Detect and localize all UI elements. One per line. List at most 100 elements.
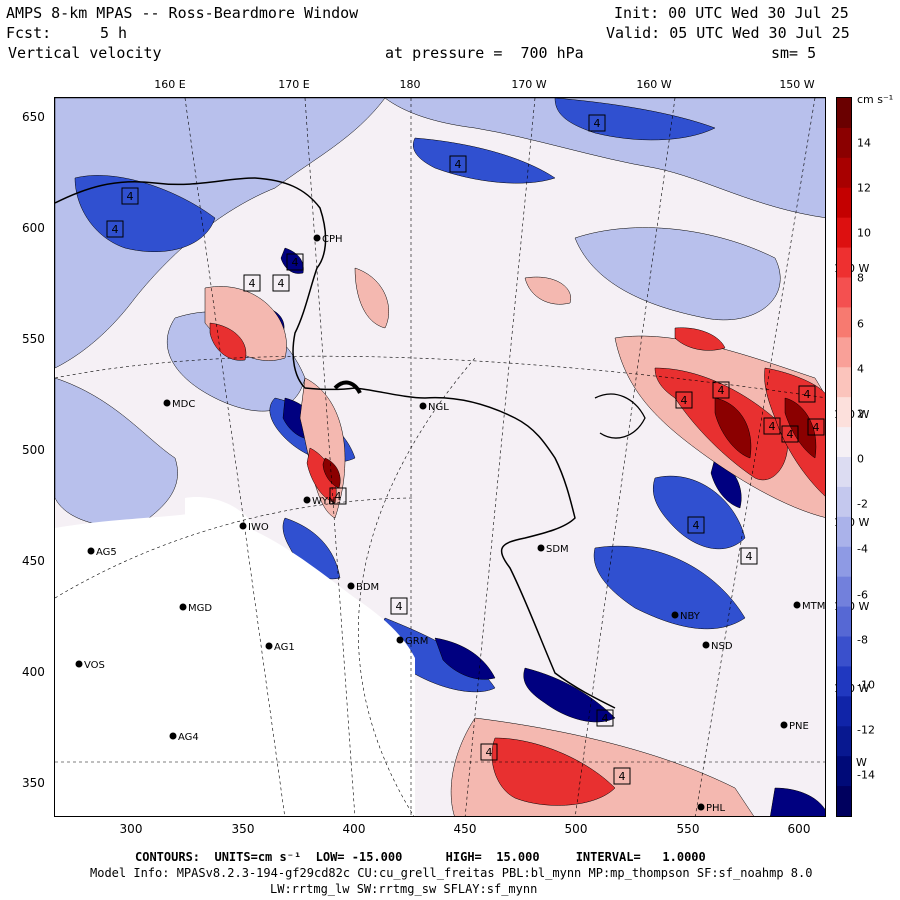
station-label: IWO xyxy=(248,522,269,533)
y-tick: 650 xyxy=(22,110,45,124)
colorbar-segment xyxy=(837,756,851,787)
contour-label-frame xyxy=(807,418,825,436)
contour-label-box: 4 xyxy=(763,417,781,435)
weak-upward-region xyxy=(354,267,389,329)
contour-label-frame xyxy=(480,743,498,761)
y-tick: 400 xyxy=(22,665,45,679)
colorbar-tick: 12 xyxy=(857,181,871,195)
station-label: AG4 xyxy=(178,732,199,743)
colorbar-segment xyxy=(837,576,851,608)
contour-label-box: 4 xyxy=(121,187,139,205)
colorbar-tick: 8 xyxy=(857,271,864,285)
station-label: PNE xyxy=(789,721,809,732)
station-dot xyxy=(396,636,404,644)
weak-downward-region xyxy=(574,227,781,321)
station-dot xyxy=(303,496,311,504)
station-vos: VOS xyxy=(75,660,105,671)
colorbar-segment xyxy=(837,277,851,308)
contour-label-text: 4 xyxy=(278,277,285,290)
contour-label-frame xyxy=(329,487,347,505)
station-mtm: MTM xyxy=(793,601,825,612)
station-nby: NBY xyxy=(671,611,701,622)
contour-label-text: 4 xyxy=(594,117,601,130)
contour-label-text: 4 xyxy=(813,421,820,434)
y-tick: 600 xyxy=(22,221,45,235)
station-dot xyxy=(537,544,545,552)
colorbar xyxy=(836,97,852,817)
contour-label-text: 4 xyxy=(619,770,626,783)
forecast-label: Fcst: xyxy=(6,24,52,42)
lon-tick: 160 E xyxy=(154,78,186,91)
strong-downward-region xyxy=(434,637,496,680)
y-tick: 350 xyxy=(22,776,45,790)
station-label: WYN xyxy=(312,496,335,507)
contour-label-frame xyxy=(687,516,705,534)
contour-label-frame xyxy=(596,709,614,727)
station-label: GRM xyxy=(405,636,428,647)
contour-label-text: 4 xyxy=(693,519,700,532)
station-dot xyxy=(671,611,679,619)
forecast-hour: 5 h xyxy=(100,24,128,42)
station-wyn: WYN xyxy=(303,496,335,507)
colorbar-tick: 0 xyxy=(857,452,864,466)
contour-label-text: 4 xyxy=(602,712,609,725)
colorbar-segment xyxy=(837,666,851,697)
contour-label-text: 4 xyxy=(486,746,493,759)
valid-time: Valid: 05 UTC Wed 30 Jul 25 xyxy=(606,24,850,42)
station-label: AG5 xyxy=(96,547,117,558)
station-mdc: MDC xyxy=(163,399,195,410)
station-label: SDM xyxy=(546,544,569,555)
contour-label-box: 4 xyxy=(390,597,408,615)
contour-label-text: 4 xyxy=(127,190,134,203)
weak-downward-region xyxy=(55,377,178,529)
contour-info: CONTOURS: UNITS=cm s⁻¹ LOW= -15.000 HIGH… xyxy=(135,850,706,864)
colorbar-tick: -6 xyxy=(857,588,868,602)
contour-label-text: 4 xyxy=(769,420,776,433)
colorbar-tick: -4 xyxy=(857,542,868,556)
contour-label-box: 4 xyxy=(675,391,693,409)
colorbar-segment xyxy=(837,606,851,637)
station-nsd: NSD xyxy=(702,641,733,652)
contour-label-frame xyxy=(613,767,631,785)
pressure-level: at pressure = 700 hPa xyxy=(385,44,584,62)
station-label: BDM xyxy=(356,582,379,593)
station-dot xyxy=(347,582,355,590)
downward-region xyxy=(554,98,716,141)
station-dot xyxy=(697,803,705,811)
station-ngl: NGL xyxy=(419,402,449,413)
no-data-region xyxy=(55,513,415,816)
contour-label-box: 4 xyxy=(329,487,347,505)
station-dot xyxy=(87,547,95,555)
downward-region xyxy=(593,545,746,630)
map-title: AMPS 8-km MPAS -- Ross-Beardmore Window xyxy=(6,4,359,22)
contour-label-frame xyxy=(286,253,304,271)
upward-region xyxy=(674,327,726,351)
colorbar-segment xyxy=(837,187,851,219)
contour-label-box: 4 xyxy=(449,155,467,173)
station-dot xyxy=(75,660,83,668)
colorbar-tick: -2 xyxy=(857,497,868,511)
y-tick: 450 xyxy=(22,554,45,568)
colorbar-segment xyxy=(837,127,851,159)
station-dot xyxy=(793,601,801,609)
station-label: NBY xyxy=(680,611,701,622)
graticule xyxy=(55,98,825,816)
contour-label-box: 4 xyxy=(613,767,631,785)
lon-tick: 170 E xyxy=(278,78,310,91)
contour-label-text: 4 xyxy=(455,158,462,171)
station-dot xyxy=(163,399,171,407)
station-dot xyxy=(179,603,187,611)
colorbar-segment xyxy=(837,486,851,518)
station-dot xyxy=(313,234,321,242)
contour-label-frame xyxy=(390,597,408,615)
station-mgd: MGD xyxy=(179,603,212,614)
contour-label-text: 4 xyxy=(249,277,256,290)
colorbar-segment xyxy=(837,247,851,278)
contour-label-text: 4 xyxy=(787,428,794,441)
contour-label-frame xyxy=(106,220,124,238)
contour-label-text: 4 xyxy=(681,394,688,407)
contour-label-frame xyxy=(712,381,730,399)
x-tick: 400 xyxy=(342,822,366,836)
contour-label-box: 4 xyxy=(740,547,758,565)
lon-tick-right: W xyxy=(856,756,867,769)
